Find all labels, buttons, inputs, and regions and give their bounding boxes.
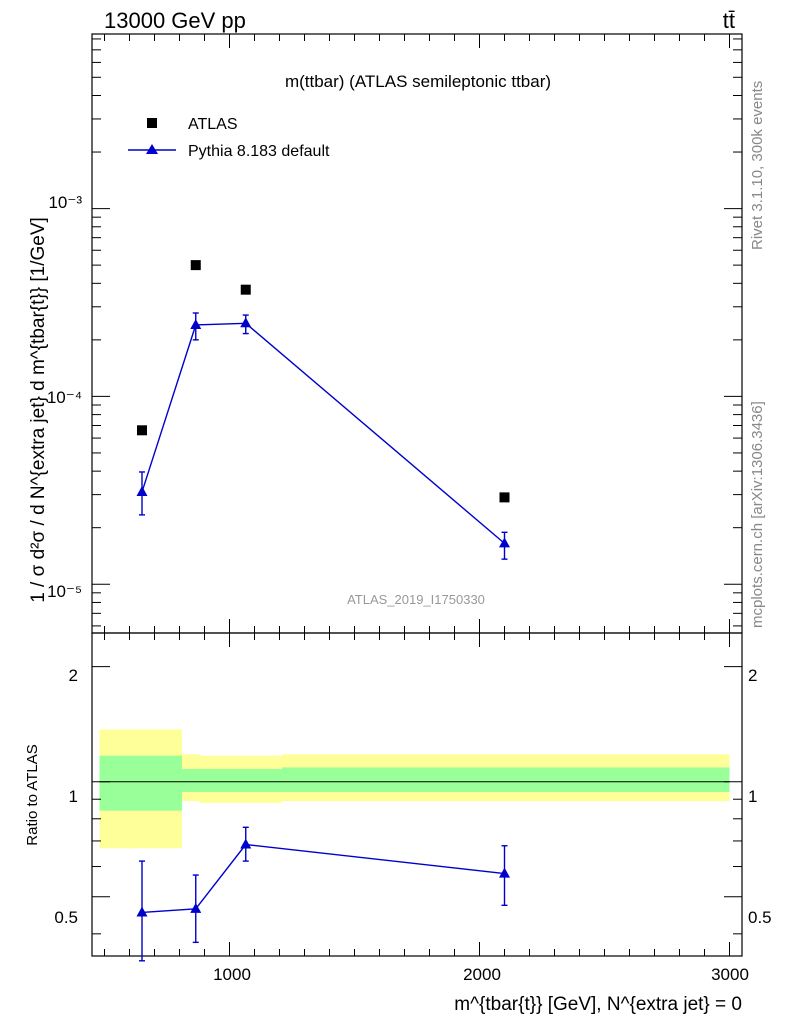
ratio-axis-ticks — [91, 632, 743, 957]
ratio-band-inner — [199, 768, 282, 793]
ratio-mc-point — [499, 867, 510, 878]
ratio-ytick-label-05-left: 0.5 — [54, 908, 78, 927]
mcplots-label: mcplots.cern.ch [arXiv:1306.3436] — [749, 401, 766, 628]
ratio-band-inner — [282, 767, 730, 793]
mc-point — [240, 317, 252, 328]
ratio-ylabel: Ratio to ATLAS — [24, 744, 41, 845]
ratio-mc-line — [141, 843, 505, 914]
atlas-point — [190, 260, 201, 271]
ratio-mc-point — [190, 902, 202, 913]
mc-point — [136, 485, 148, 496]
xtick-label-3000: 3000 — [711, 965, 749, 984]
ratio-ytick-label-1-left: 1 — [69, 787, 78, 806]
legend-data-label: ATLAS — [188, 116, 238, 133]
ratio-ytick-label-05-right: 0.5 — [748, 908, 772, 927]
ratio-ytick-label-2-right: 2 — [748, 666, 757, 685]
rivet-label: Rivet 3.1.10, 300k events — [749, 81, 766, 250]
ratio-mc-point — [136, 906, 148, 917]
ratio-band-inner — [182, 768, 200, 793]
xaxis-label: m^{tbar{t}} [GeV], N^{extra jet} = 0 — [454, 994, 742, 1015]
main-ylabel: 1 / σ d²σ / d N^{extra jet} d m^{tbar{t}… — [28, 217, 49, 603]
ytick-label-1e-5: 10⁻⁵ — [47, 582, 82, 601]
mc-series-line — [141, 322, 505, 544]
ratio-mc-point — [240, 838, 252, 849]
ratio-panel: 2 1 0.5 2 1 0.5 Ratio to ATLAS — [24, 632, 772, 962]
legend-mc-label: Pythia 8.183 default — [188, 143, 330, 160]
xtick-label-2000: 2000 — [463, 965, 501, 984]
atlas-point — [137, 425, 147, 436]
atlas-point — [240, 284, 251, 295]
plot-title: m(ttbar) (ATLAS semileptonic ttbar) — [285, 72, 551, 91]
ratio-data-marks — [136, 826, 510, 962]
xtick-label-1000: 1000 — [213, 965, 251, 984]
ratio-frame — [91, 632, 743, 957]
ytick-label-1e-4: 10⁻⁴ — [47, 388, 82, 407]
ratio-band-inner — [99, 755, 182, 811]
atlas-point — [499, 492, 510, 503]
mc-point — [190, 318, 202, 329]
ratio-ytick-label-2-left: 2 — [69, 666, 78, 685]
ytick-label-1e-3: 10⁻³ — [48, 193, 82, 212]
energy-label: 13000 GeV pp — [104, 8, 246, 33]
main-data-marks — [136, 260, 510, 560]
main-panel: m(ttbar) (ATLAS semileptonic ttbar) ATLA… — [28, 33, 743, 647]
analysis-watermark: ATLAS_2019_I1750330 — [347, 592, 485, 607]
ratio-ytick-label-1-right: 1 — [748, 787, 757, 806]
mc-point — [499, 537, 510, 548]
process-label: tt̄ — [723, 8, 735, 33]
legend: ATLAS Pythia 8.183 default — [128, 116, 330, 160]
legend-data-marker — [147, 118, 157, 128]
ratio-bands — [99, 729, 730, 849]
legend-mc-marker — [146, 144, 158, 154]
